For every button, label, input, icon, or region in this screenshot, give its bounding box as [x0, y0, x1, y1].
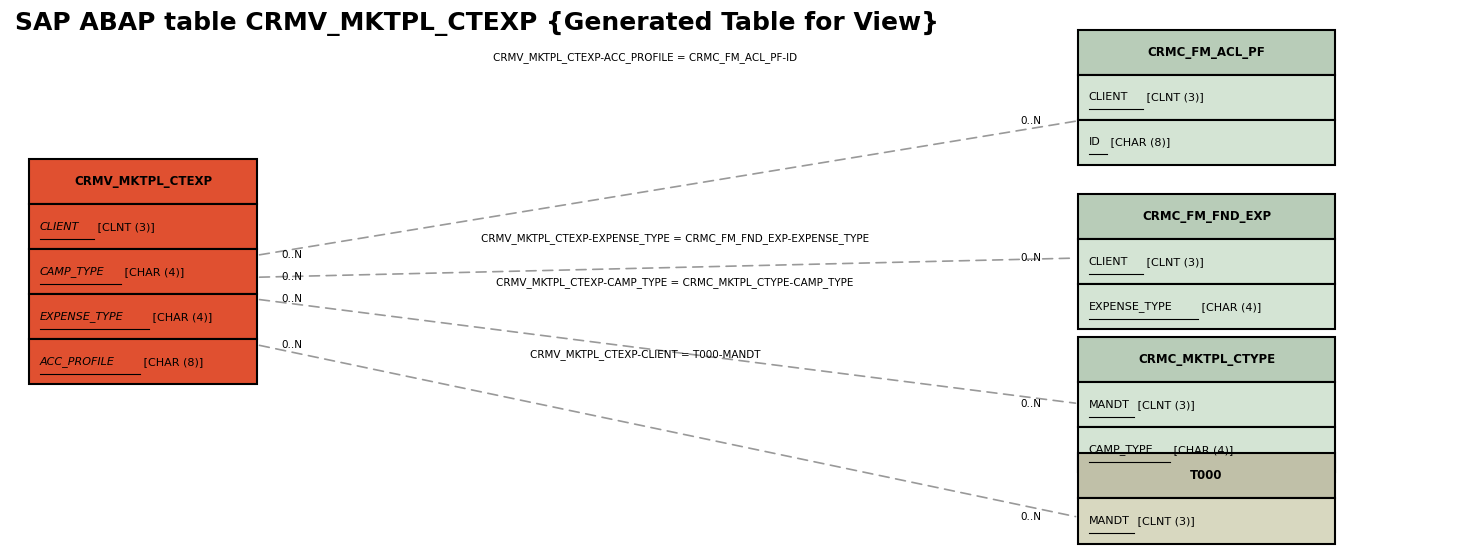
Text: CRMV_MKTPL_CTEXP-ACC_PROFILE = CRMC_FM_ACL_PF-ID: CRMV_MKTPL_CTEXP-ACC_PROFILE = CRMC_FM_A…	[493, 52, 798, 63]
FancyBboxPatch shape	[29, 339, 257, 384]
Text: [CHAR (4)]: [CHAR (4)]	[1171, 445, 1234, 455]
Text: 0..N: 0..N	[1021, 399, 1042, 408]
Text: CRMC_FM_ACL_PF: CRMC_FM_ACL_PF	[1147, 46, 1266, 59]
Text: [CLNT (3)]: [CLNT (3)]	[1143, 257, 1204, 267]
FancyBboxPatch shape	[1078, 194, 1335, 239]
Text: CLIENT: CLIENT	[40, 222, 79, 232]
Text: SAP ABAP table CRMV_MKTPL_CTEXP {Generated Table for View}: SAP ABAP table CRMV_MKTPL_CTEXP {Generat…	[15, 11, 939, 36]
Text: [CLNT (3)]: [CLNT (3)]	[1134, 516, 1194, 526]
FancyBboxPatch shape	[29, 159, 257, 204]
Text: [CHAR (8)]: [CHAR (8)]	[1106, 137, 1171, 147]
Text: MANDT: MANDT	[1089, 400, 1130, 410]
Text: 0..N: 0..N	[282, 340, 302, 350]
FancyBboxPatch shape	[1078, 337, 1335, 382]
Text: CRMV_MKTPL_CTEXP-CLIENT = T000-MANDT: CRMV_MKTPL_CTEXP-CLIENT = T000-MANDT	[530, 349, 761, 360]
Text: [CHAR (8)]: [CHAR (8)]	[139, 357, 202, 367]
Text: [CLNT (3)]: [CLNT (3)]	[1143, 92, 1204, 102]
FancyBboxPatch shape	[1078, 239, 1335, 284]
Text: [CHAR (4)]: [CHAR (4)]	[122, 267, 185, 277]
FancyBboxPatch shape	[1078, 284, 1335, 329]
Text: 0..N: 0..N	[1021, 253, 1042, 263]
Text: EXPENSE_TYPE: EXPENSE_TYPE	[40, 311, 123, 322]
Text: CLIENT: CLIENT	[1089, 92, 1128, 102]
FancyBboxPatch shape	[1078, 120, 1335, 165]
Text: [CLNT (3)]: [CLNT (3)]	[1134, 400, 1194, 410]
Text: [CHAR (4)]: [CHAR (4)]	[148, 312, 213, 322]
Text: CLIENT: CLIENT	[1089, 257, 1128, 267]
Text: MANDT: MANDT	[1089, 516, 1130, 526]
Text: 0..N: 0..N	[1021, 512, 1042, 522]
FancyBboxPatch shape	[1078, 427, 1335, 472]
FancyBboxPatch shape	[1078, 75, 1335, 120]
Text: EXPENSE_TYPE: EXPENSE_TYPE	[1089, 301, 1172, 312]
Text: CRMC_MKTPL_CTYPE: CRMC_MKTPL_CTYPE	[1138, 353, 1275, 366]
Text: T000: T000	[1190, 469, 1223, 483]
Text: 0..N: 0..N	[282, 250, 302, 260]
Text: CRMV_MKTPL_CTEXP: CRMV_MKTPL_CTEXP	[73, 175, 213, 188]
FancyBboxPatch shape	[1078, 498, 1335, 544]
Text: CAMP_TYPE: CAMP_TYPE	[40, 266, 104, 277]
Text: [CLNT (3)]: [CLNT (3)]	[94, 222, 156, 232]
Text: 0..N: 0..N	[282, 294, 302, 304]
FancyBboxPatch shape	[29, 249, 257, 294]
Text: 0..N: 0..N	[282, 272, 302, 282]
Text: ID: ID	[1089, 137, 1100, 147]
Text: CAMP_TYPE: CAMP_TYPE	[1089, 444, 1153, 455]
Text: CRMC_FM_FND_EXP: CRMC_FM_FND_EXP	[1141, 210, 1272, 223]
Text: CRMV_MKTPL_CTEXP-EXPENSE_TYPE = CRMC_FM_FND_EXP-EXPENSE_TYPE: CRMV_MKTPL_CTEXP-EXPENSE_TYPE = CRMC_FM_…	[481, 233, 868, 244]
FancyBboxPatch shape	[29, 204, 257, 249]
Text: ACC_PROFILE: ACC_PROFILE	[40, 356, 114, 367]
Text: [CHAR (4)]: [CHAR (4)]	[1197, 302, 1262, 312]
Text: CRMV_MKTPL_CTEXP-CAMP_TYPE = CRMC_MKTPL_CTYPE-CAMP_TYPE: CRMV_MKTPL_CTEXP-CAMP_TYPE = CRMC_MKTPL_…	[496, 277, 854, 288]
FancyBboxPatch shape	[1078, 453, 1335, 498]
FancyBboxPatch shape	[1078, 30, 1335, 75]
FancyBboxPatch shape	[1078, 382, 1335, 427]
FancyBboxPatch shape	[29, 294, 257, 339]
Text: 0..N: 0..N	[1021, 116, 1042, 126]
